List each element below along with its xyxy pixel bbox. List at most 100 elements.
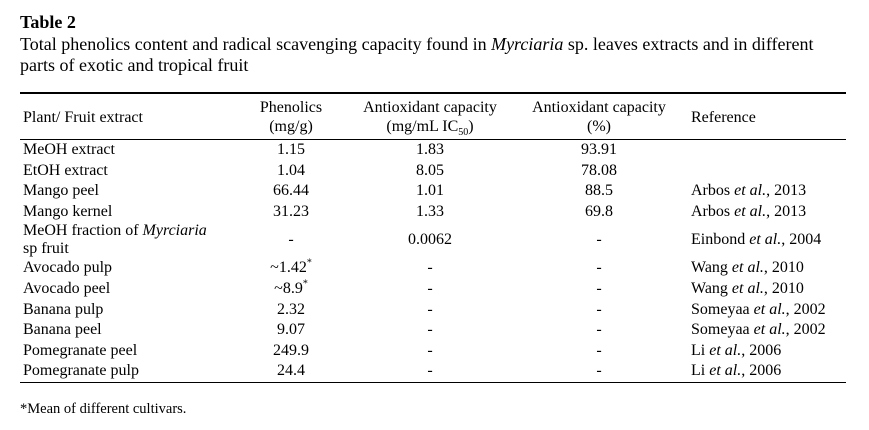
cell-name: Avocado pulp [23,259,113,277]
ref-author: Li [691,362,710,380]
cell-reference [683,161,846,182]
cell-ic50: - [427,259,433,277]
ref-year: , 2002 [785,321,826,339]
header-pct-line1: Antioxidant capacity [532,99,666,116]
cell-name: Avocado peel [23,279,111,297]
cell-ic50: 1.33 [416,202,444,220]
ref-author: Someyaa [691,300,754,318]
ref-year: , 2013 [766,202,807,220]
cell-pct: 78.08 [581,161,617,179]
cell-pct: - [596,279,602,297]
ref-etal: et al. [734,202,767,220]
cell-name: Pomegranate peel [23,341,138,359]
caption-species: Myrciaria [491,34,564,54]
cell-ic50: 1.83 [416,141,444,158]
cell-reference: Someyaa et al., 2002 [683,300,846,321]
caption-text-1: Total phenolics content and radical scav… [20,34,492,54]
cell-pct: - [596,259,602,277]
name-text: MeOH fraction of [23,222,143,240]
table-row: Avocado peel ~8.9* - - Wang et al., 2010 [20,279,846,300]
ref-author: Li [691,341,710,359]
ref-year: , 2013 [766,182,807,200]
footnote-marker: * [306,258,312,270]
ref-etal: et al. [749,231,782,249]
header-pct-line2: (%) [587,118,611,135]
cell-ic50: 0.0062 [408,231,452,249]
table-row: Pomegranate peel 249.9 - - Li et al., 20… [20,341,846,362]
cell-pct: - [596,362,602,380]
cell-reference [683,140,846,161]
cell-phenolics: 1.15 [277,141,305,158]
header-row: Plant/ Fruit extract Phenolics (mg/g) An… [20,94,846,140]
cell-phenolics: 1.04 [277,161,305,179]
cell-reference: Wang et al., 2010 [683,258,846,279]
table-row: Avocado pulp ~1.42* - - Wang et al., 201… [20,258,846,279]
cell-phenolics: 31.23 [273,202,309,220]
table-row: Banana pulp 2.32 - - Someyaa et al., 200… [20,300,846,321]
ref-etal: et al. [709,341,742,359]
phenolics-value: ~8.9 [274,279,303,297]
cell-pct: - [596,321,602,339]
ref-author: Wang [691,279,732,297]
table-row: MeOH extract 1.15 1.83 93.91 [20,140,846,161]
cell-reference: Arbos et al., 2013 [683,181,846,202]
cell-ic50: - [427,341,433,359]
table-row: EtOH extract 1.04 8.05 78.08 [20,161,846,182]
cell-pct: - [596,231,602,249]
phenolics-value: ~1.42 [270,259,307,277]
table-row: Mango peel 66.44 1.01 88.5 Arbos et al.,… [20,181,846,202]
table-caption: Total phenolics content and radical scav… [20,34,846,76]
cell-ic50: 8.05 [416,161,444,179]
ref-year: , 2010 [763,279,804,297]
footnote-marker: * [302,278,308,290]
cell-phenolics: 9.07 [277,321,305,339]
cell-phenolics: 24.4 [277,362,305,380]
cell-ic50: - [427,279,433,297]
ref-year: , 2002 [785,300,826,318]
cell-name: MeOH fraction of Myrciaria sp fruit [20,222,237,258]
ref-etal: et al. [731,279,764,297]
name-species: Myrciaria [142,222,207,240]
header-ic50-unit: (mg/mL IC [386,118,459,135]
cell-name: Mango kernel [23,202,113,220]
cell-pct: - [596,341,602,359]
table-row: MeOH fraction of Myrciaria sp fruit - 0.… [20,222,846,258]
header-plant-extract: Plant/ Fruit extract [23,108,143,126]
header-antioxidant-pct: Antioxidant capacity (%) [515,94,683,140]
header-ic50-line2: (mg/mL IC50) [345,117,515,138]
table-caption-block: Table 2 Total phenolics content and radi… [20,12,846,76]
cell-pct: - [596,300,602,318]
header-phenolics-line2: (mg/g) [269,118,313,135]
header-antioxidant-ic50: Antioxidant capacity (mg/mL IC50) [345,94,515,140]
header-phenolics: Phenolics (mg/g) [237,94,345,140]
ref-year: , 2010 [763,259,804,277]
cell-ic50: - [427,362,433,380]
table-row: Banana peel 9.07 - - Someyaa et al., 200… [20,320,846,341]
ref-year: , 2006 [741,362,782,380]
header-phenolics-line1: Phenolics [259,99,323,116]
data-table-container: Plant/ Fruit extract Phenolics (mg/g) An… [20,92,846,383]
cell-phenolics: ~1.42* [237,258,345,279]
cell-ic50: - [427,321,433,339]
ref-etal: et al. [709,362,742,380]
table-row: Mango kernel 31.23 1.33 69.8 Arbos et al… [20,202,846,223]
header-ic50-line1: Antioxidant capacity [363,99,497,116]
cell-phenolics: - [288,231,294,249]
cell-phenolics: ~8.9* [237,279,345,300]
table-header: Plant/ Fruit extract Phenolics (mg/g) An… [20,94,846,140]
ref-year: , 2004 [781,231,822,249]
header-reference: Reference [691,108,756,126]
table-label: Table 2 [20,12,76,32]
ref-etal: et al. [753,300,786,318]
cell-reference: Someyaa et al., 2002 [683,320,846,341]
cell-name: Pomegranate pulp [23,362,139,380]
ref-year: , 2006 [741,341,782,359]
cell-pct: 69.8 [585,202,613,220]
ref-author: Arbos [691,202,735,220]
cell-phenolics: 2.32 [277,300,305,318]
table-body: MeOH extract 1.15 1.83 93.91 EtOH extrac… [20,140,846,382]
data-table: Plant/ Fruit extract Phenolics (mg/g) An… [20,94,846,382]
ref-etal: et al. [734,182,767,200]
table-footnote: *Mean of different cultivars. [20,401,187,417]
cell-reference: Arbos et al., 2013 [683,202,846,223]
